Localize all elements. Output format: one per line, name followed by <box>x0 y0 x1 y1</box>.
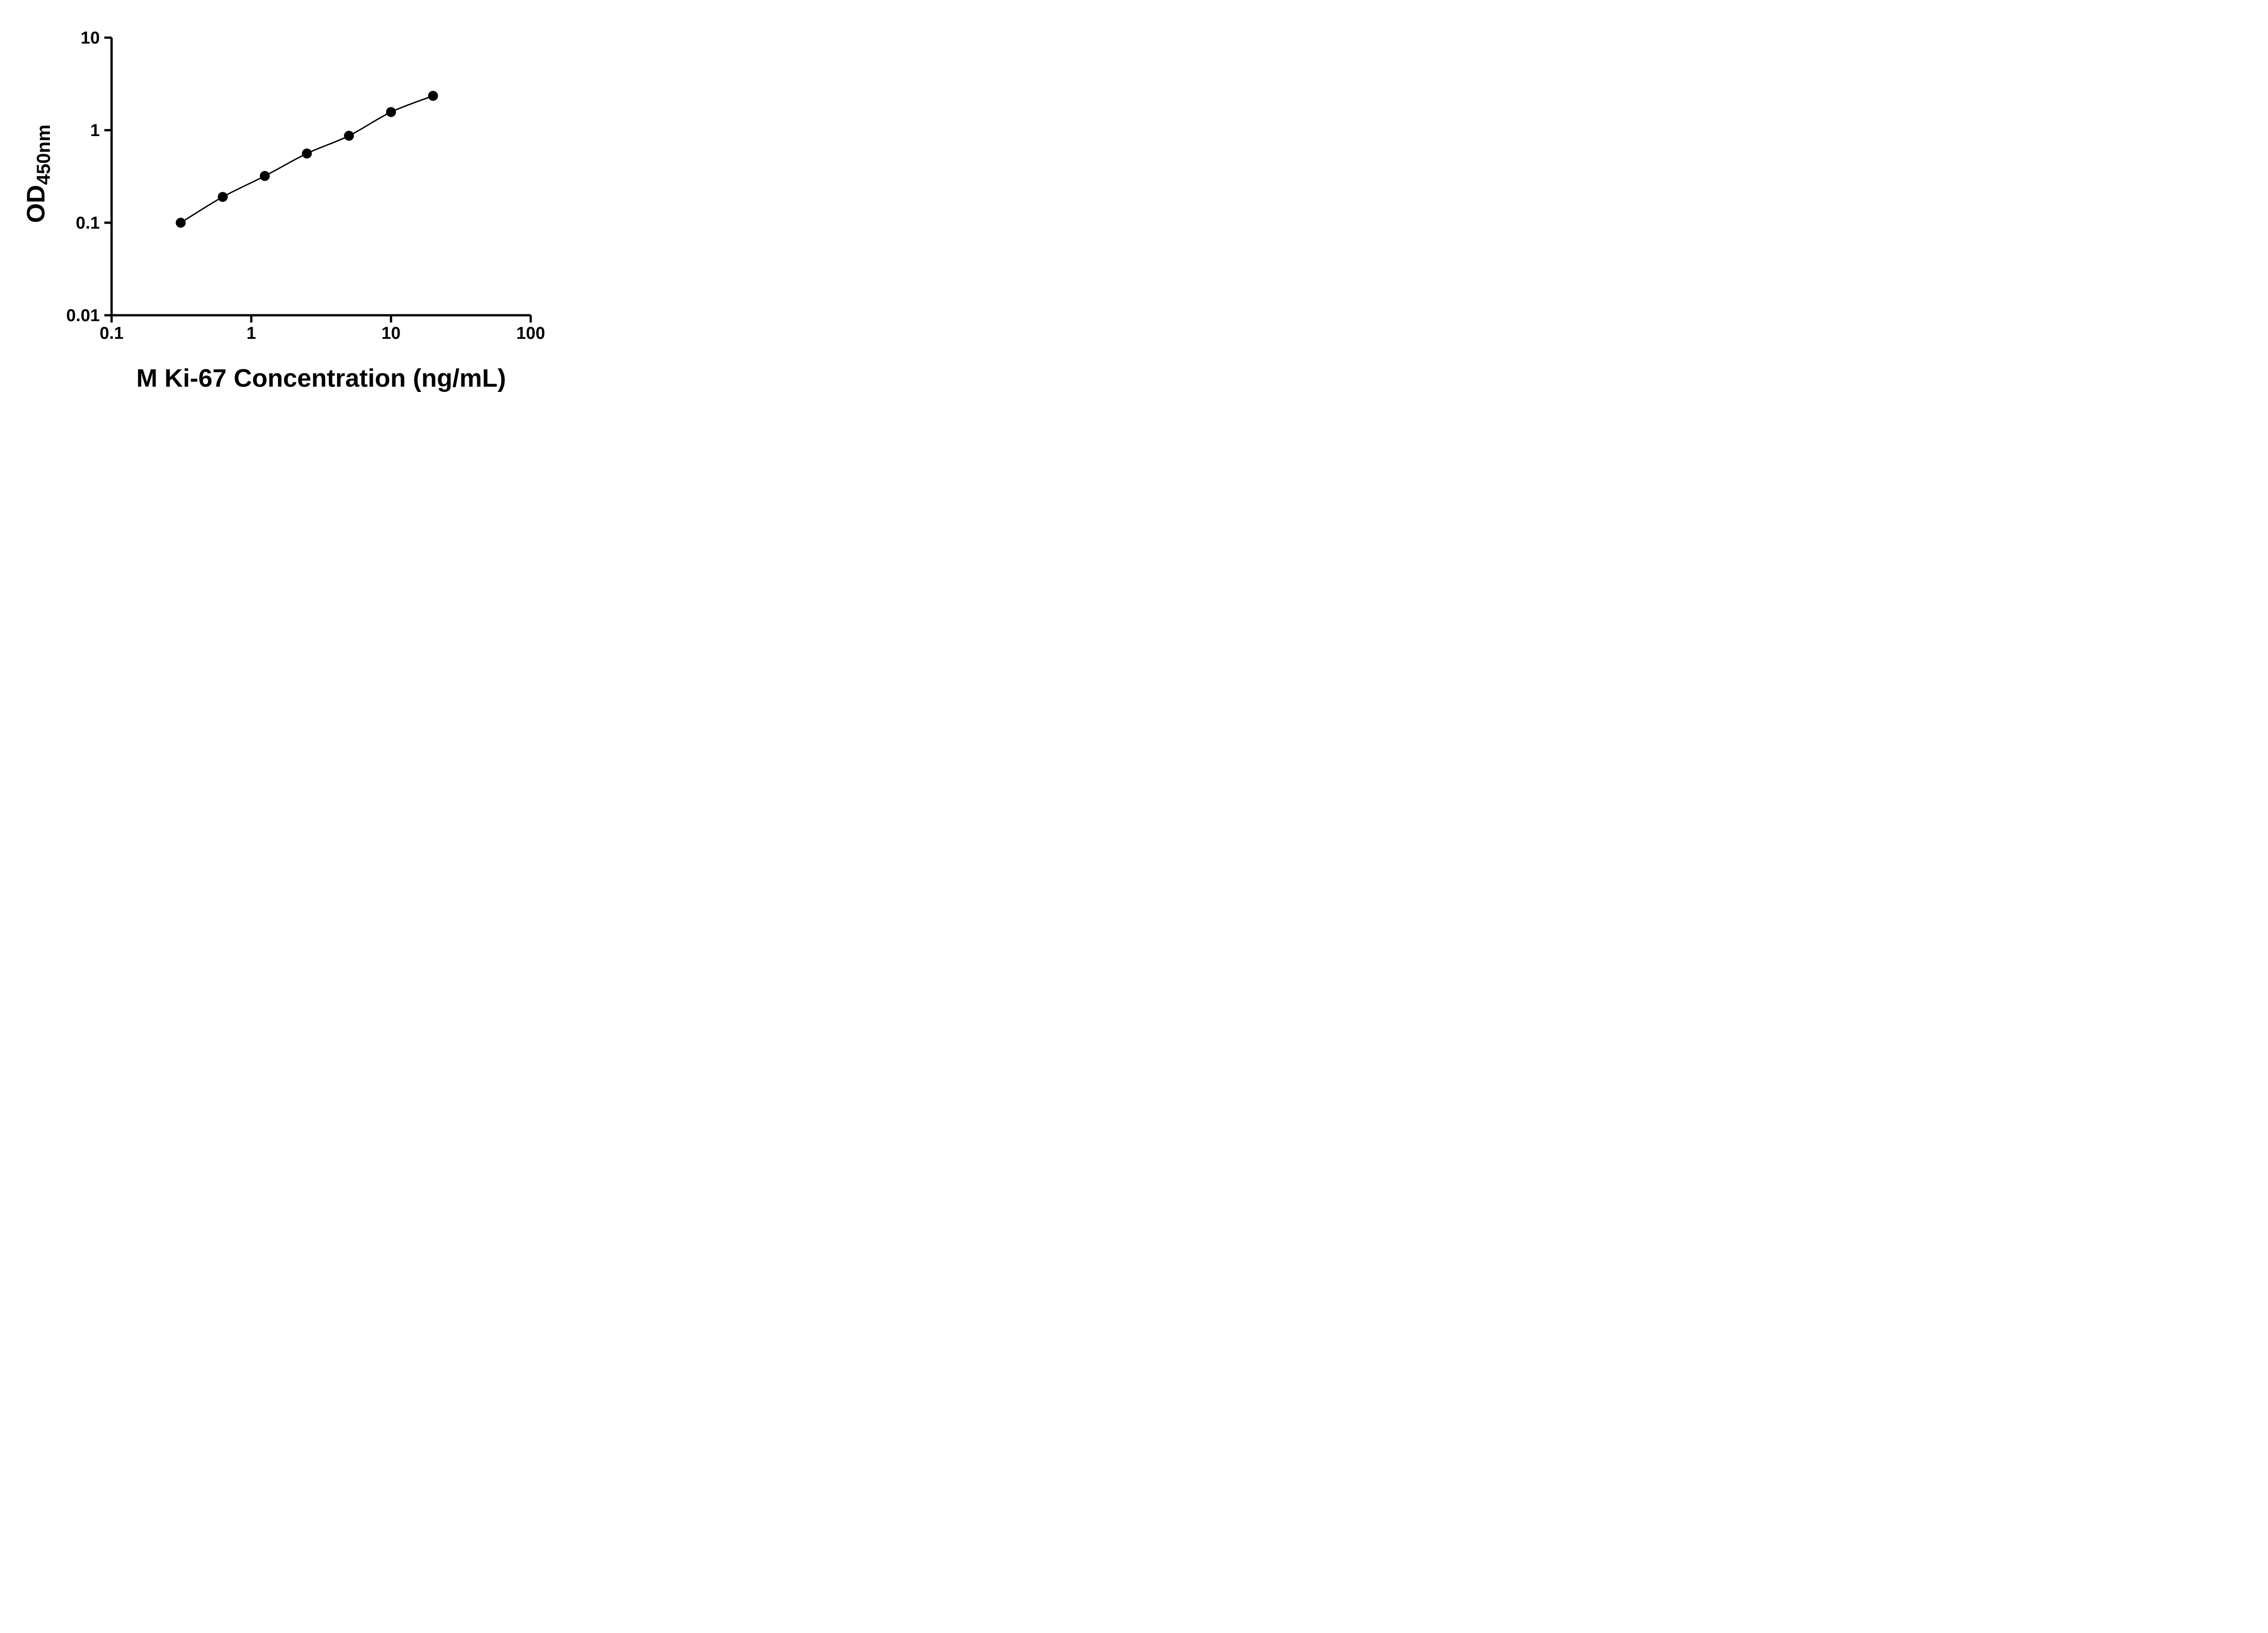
y-tick-label: 0.1 <box>76 214 100 233</box>
data-point <box>344 131 354 141</box>
x-tick-label: 1 <box>246 324 256 343</box>
y-axis-title-main: OD <box>21 185 50 223</box>
axes <box>110 38 531 317</box>
data-point <box>218 192 228 202</box>
y-axis-title: OD450nm <box>21 124 54 223</box>
elisa-standard-curve-chart: 0.1 1 10 100 10 1 0.1 0.01 OD450nm M Ki-67 Conc… <box>0 0 583 408</box>
y-tick-label: 10 <box>81 29 100 48</box>
data-point <box>386 107 396 117</box>
data-point <box>176 218 186 228</box>
curve-line <box>180 95 434 224</box>
data-point <box>428 91 438 101</box>
y-axis-title-subscript: 450nm <box>33 124 54 185</box>
x-axis-title: M Ki-67 Concentration (ng/mL) <box>136 363 506 392</box>
y-tick-label: 0.01 <box>66 306 100 325</box>
x-tick-label: 100 <box>516 324 545 343</box>
data-point <box>302 148 312 159</box>
x-tick-label: 0.1 <box>100 324 124 343</box>
x-tick-label: 10 <box>381 324 401 343</box>
data-point <box>259 171 270 181</box>
y-tick-label: 1 <box>90 121 100 140</box>
